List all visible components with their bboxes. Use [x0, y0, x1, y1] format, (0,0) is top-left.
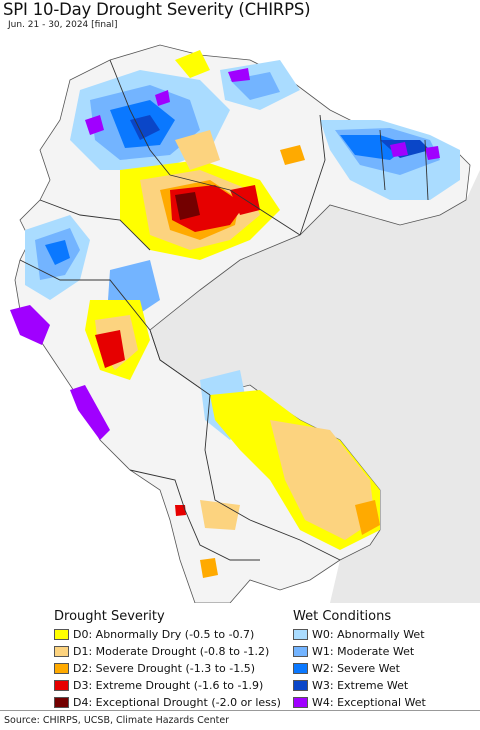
- legend-item-w2: W2: Severe Wet: [293, 661, 400, 675]
- legend-item-w3: W3: Extreme Wet: [293, 678, 408, 692]
- swatch-d1: [54, 645, 69, 657]
- swatch-w3: [293, 679, 308, 691]
- legend-label-d1: D1: Moderate Drought (-0.8 to -1.2): [73, 644, 270, 658]
- swatch-d2: [54, 662, 69, 674]
- legend-item-d1: D1: Moderate Drought (-0.8 to -1.2): [54, 644, 269, 658]
- legend-item-w1: W1: Moderate Wet: [293, 644, 414, 658]
- brazil-region: [120, 170, 480, 603]
- map-title: SPI 10-Day Drought Severity (CHIRPS): [3, 0, 311, 19]
- swatch-w1: [293, 645, 308, 657]
- legend-drought-heading: Drought Severity: [54, 609, 165, 624]
- swatch-w2: [293, 662, 308, 674]
- drought-map: SPI 10-Day Drought Severity (CHIRPS) Jun…: [3, 0, 480, 603]
- map-graphic: [10, 44, 480, 603]
- legend-label-w4: W4: Exceptional Wet: [312, 695, 426, 709]
- source-credit: Source: CHIRPS, UCSB, Climate Hazards Ce…: [0, 710, 480, 730]
- legend-label-d4: D4: Exceptional Drought (-2.0 or less): [73, 695, 281, 709]
- legend-label-d2: D2: Severe Drought (-1.3 to -1.5): [73, 661, 256, 675]
- swatch-w0: [293, 628, 308, 640]
- legend-item-w0: W0: Abnormally Wet: [293, 627, 425, 641]
- legend-label-d0: D0: Abnormally Dry (-0.5 to -0.7): [73, 627, 255, 641]
- legend-item-d0: D0: Abnormally Dry (-0.5 to -0.7): [54, 627, 254, 641]
- swatch-w4: [293, 696, 308, 708]
- legend-label-w0: W0: Abnormally Wet: [312, 627, 425, 641]
- legend: Drought Severity Wet Conditions D0: Abno…: [0, 604, 480, 710]
- map-subtitle: Jun. 21 - 30, 2024 [final]: [8, 20, 118, 30]
- legend-label-w3: W3: Extreme Wet: [312, 678, 409, 692]
- legend-item-d3: D3: Extreme Drought (-1.6 to -1.9): [54, 678, 263, 692]
- legend-label-w2: W2: Severe Wet: [312, 661, 400, 675]
- legend-item-d4: D4: Exceptional Drought (-2.0 or less): [54, 695, 281, 709]
- legend-wet-heading: Wet Conditions: [293, 609, 392, 624]
- swatch-d4: [54, 696, 69, 708]
- legend-item-d2: D2: Severe Drought (-1.3 to -1.5): [54, 661, 255, 675]
- legend-item-w4: W4: Exceptional Wet: [293, 695, 426, 709]
- country-borders: [19, 59, 429, 561]
- legend-label-d3: D3: Extreme Drought (-1.6 to -1.9): [73, 678, 264, 692]
- legend-label-w1: W1: Moderate Wet: [312, 644, 415, 658]
- swatch-d0: [54, 628, 69, 640]
- swatch-d3: [54, 679, 69, 691]
- dry-areas: [85, 50, 380, 578]
